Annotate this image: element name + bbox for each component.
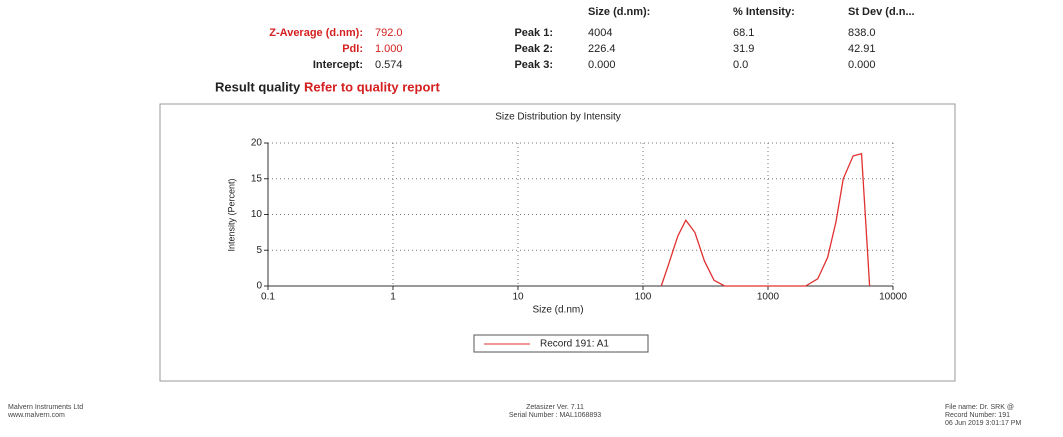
y-tick-label: 0: [256, 281, 262, 292]
footer-text: Record Number: 191: [945, 412, 1010, 419]
x-tick-label: 1: [390, 292, 396, 303]
peak-value: 68.1: [733, 27, 754, 39]
legend-label: Record 191: A1: [540, 339, 609, 350]
y-tick-label: 5: [256, 245, 262, 256]
footer-text: Malvern Instruments Ltd: [8, 404, 83, 411]
x-tick-label: 10: [512, 292, 524, 303]
column-header: Size (d.nm):: [588, 6, 650, 18]
y-tick-label: 20: [251, 138, 263, 149]
column-header: % Intensity:: [733, 6, 795, 18]
y-axis-label: Intensity (Percent): [226, 178, 236, 251]
pdi-label: PdI:: [342, 43, 363, 55]
y-tick-label: 10: [251, 209, 263, 220]
peak-value: 4004: [588, 27, 612, 39]
x-tick-label: 1000: [757, 292, 780, 303]
peak-value: 838.0: [848, 27, 876, 39]
y-tick-label: 15: [251, 173, 263, 184]
x-tick-label: 10000: [879, 292, 907, 303]
x-tick-label: 0.1: [261, 292, 275, 303]
footer-text: File name: Dr. SRK @: [945, 404, 1014, 411]
result-quality: Refer to quality report: [304, 79, 440, 94]
result-quality-label: Result quality :: [215, 79, 308, 94]
peak-value: 0.000: [588, 59, 616, 71]
pdi: 1.000: [375, 43, 403, 55]
peak-value: 42.91: [848, 43, 876, 55]
series-line: [660, 152, 871, 287]
z-average: 792.0: [375, 27, 403, 39]
x-axis-label: Size (d.nm): [532, 305, 583, 316]
peak-label: Peak 3:: [514, 59, 553, 71]
column-header: St Dev (d.n...: [848, 6, 915, 18]
footer-text: www.malvern.com: [7, 412, 65, 419]
peak-value: 0.000: [848, 59, 876, 71]
footer-text: 06 Jun 2019 3:01:17 PM: [945, 420, 1021, 427]
footer-text: Serial Number : MAL1068893: [509, 412, 601, 419]
chart-frame: [159, 103, 956, 382]
x-tick-label: 100: [635, 292, 652, 303]
peak-value: 0.0: [733, 59, 748, 71]
peak-value: 31.9: [733, 43, 754, 55]
peak-label: Peak 2:: [514, 43, 553, 55]
legend: [473, 334, 649, 353]
chart-title: Size Distribution by Intensity: [495, 112, 621, 123]
intercept: 0.574: [375, 59, 403, 71]
peak-label: Peak 1:: [514, 27, 553, 39]
footer-text: Zetasizer Ver. 7.11: [526, 404, 584, 411]
peak-value: 226.4: [588, 43, 616, 55]
z-average-label: Z-Average (d.nm):: [269, 27, 363, 39]
intercept-label: Intercept:: [313, 59, 363, 71]
